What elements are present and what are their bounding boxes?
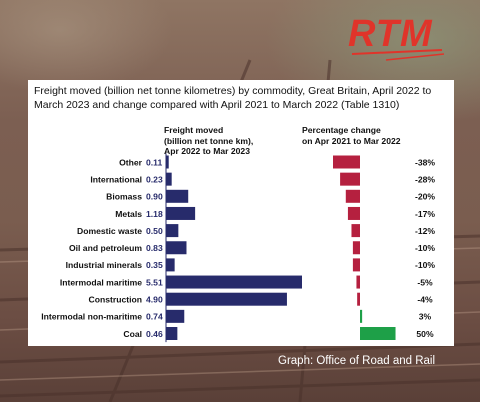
freight-bar [166,292,287,306]
change-value-label: -20% [415,192,435,202]
freight-header-line: Freight moved [164,125,224,135]
change-bar [356,275,360,289]
freight-bar [166,258,175,272]
freight-value-label: 0.23 [146,174,163,184]
freight-bar [166,224,179,238]
category-label: Construction [89,295,142,305]
category-label: Industrial minerals [66,260,143,270]
change-value-label: -38% [415,157,435,167]
freight-bar [166,275,302,289]
freight-value-label: 0.90 [146,192,163,202]
category-label: Oil and petroleum [69,243,142,253]
freight-bar [166,206,196,220]
freight-value-label: 5.51 [146,277,163,287]
change-header-line: on Apr 2021 to Mar 2022 [302,135,401,146]
svg-text:RTM: RTM [348,13,433,55]
freight-bar [166,155,169,169]
change-header: Percentage change on Apr 2021 to Mar 202… [302,125,401,146]
change-header-line: Percentage change [302,125,381,135]
change-value-label: -12% [415,226,435,236]
change-bar [351,224,360,238]
change-bar [345,189,360,203]
change-bar [352,258,360,272]
category-label: Metals [115,209,142,219]
freight-bar [166,172,172,186]
freight-header-line: Apr 2022 to Mar 2023 [164,146,250,156]
bar-charts: Other 0.11 -38% International 0.23 -28% Biomas… [41,153,435,343]
change-bar [357,292,360,306]
freight-value-label: 1.18 [146,209,163,219]
category-label: International [90,174,142,184]
category-label: Intermodal maritime [60,277,142,287]
freight-value-label: 4.90 [146,295,163,305]
change-bar [333,155,360,169]
freight-bar [166,189,189,203]
change-value-label: 3% [419,312,432,322]
category-label: Intermodal non-maritime [41,312,142,322]
freight-bar [166,309,185,323]
category-label: Biomass [106,192,142,202]
change-bar [360,309,363,323]
freight-bar [166,241,187,255]
change-bar [352,241,360,255]
chart-panel: Freight moved (billion net tonne kilomet… [28,80,454,346]
change-value-label: -4% [417,295,433,305]
category-label: Domestic waste [77,226,142,236]
freight-bar [166,327,178,340]
chart-title: Freight moved (billion net tonne kilomet… [34,85,432,111]
change-bar [340,172,360,186]
category-label: Coal [123,329,142,339]
freight-header-line: (billion net tonne km), [164,135,254,146]
freight-value-label: 0.11 [146,157,162,167]
freight-header: Freight moved (billion net tonne km), Ap… [164,125,253,157]
freight-value-label: 0.83 [146,243,163,253]
change-value-label: -5% [417,277,433,287]
category-label: Other [119,157,143,167]
change-value-label: -10% [415,260,435,270]
change-bar [360,327,396,340]
change-bar [347,206,360,220]
change-value-label: -28% [415,174,435,184]
freight-value-label: 0.46 [146,329,163,339]
change-value-label: -17% [415,209,435,219]
freight-value-label: 0.35 [146,260,163,270]
change-value-label: -10% [415,243,435,253]
freight-value-label: 0.50 [146,226,163,236]
freight-value-label: 0.74 [146,312,163,322]
change-value-label: 50% [416,329,434,339]
source-credit: Graph: Office of Road and Rail [278,355,436,367]
rtm-logo: RTM [348,13,445,61]
